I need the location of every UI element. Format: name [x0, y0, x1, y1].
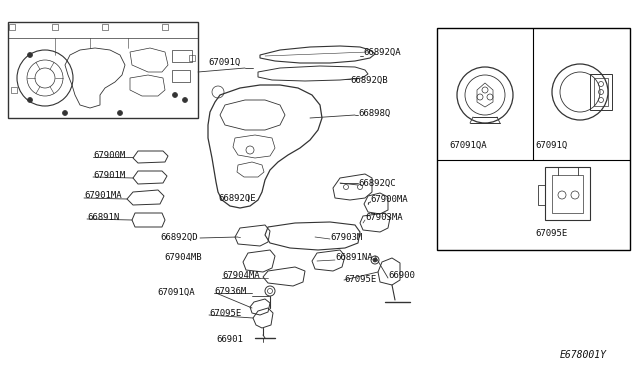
Circle shape: [373, 258, 377, 262]
Text: 66892QB: 66892QB: [350, 76, 388, 84]
Circle shape: [63, 110, 67, 115]
Text: 67091Q: 67091Q: [208, 58, 240, 67]
Text: 66898Q: 66898Q: [358, 109, 390, 118]
Circle shape: [182, 97, 188, 103]
Text: E678001Y: E678001Y: [560, 350, 607, 360]
Text: 66891N: 66891N: [87, 212, 119, 221]
Text: 66892QA: 66892QA: [363, 48, 401, 57]
Text: 67904MB: 67904MB: [164, 253, 202, 263]
Text: 67936M: 67936M: [214, 288, 246, 296]
Text: 67095E: 67095E: [535, 230, 567, 238]
Circle shape: [173, 93, 177, 97]
Text: 67900M: 67900M: [93, 151, 125, 160]
Text: 67091QA: 67091QA: [449, 141, 487, 150]
Circle shape: [28, 97, 33, 103]
Text: 66891NA: 66891NA: [335, 253, 372, 263]
Circle shape: [28, 52, 33, 58]
Text: 67091Q: 67091Q: [535, 141, 567, 150]
Text: 67900MA: 67900MA: [370, 196, 408, 205]
Text: 67095E: 67095E: [344, 276, 376, 285]
Text: 66892QE: 66892QE: [218, 193, 255, 202]
Text: 66901: 66901: [216, 336, 243, 344]
Text: 67904MA: 67904MA: [222, 272, 260, 280]
Text: 66900: 66900: [388, 272, 415, 280]
Text: 67091QA: 67091QA: [157, 288, 195, 296]
Text: 67901M: 67901M: [93, 170, 125, 180]
Text: 66892QD: 66892QD: [160, 232, 198, 241]
Text: 66892QC: 66892QC: [358, 179, 396, 187]
Text: 67901MA: 67901MA: [84, 192, 122, 201]
Circle shape: [118, 110, 122, 115]
Text: 67095E: 67095E: [209, 308, 241, 317]
Text: 67903MA: 67903MA: [365, 214, 403, 222]
Text: 67903M: 67903M: [330, 232, 362, 241]
